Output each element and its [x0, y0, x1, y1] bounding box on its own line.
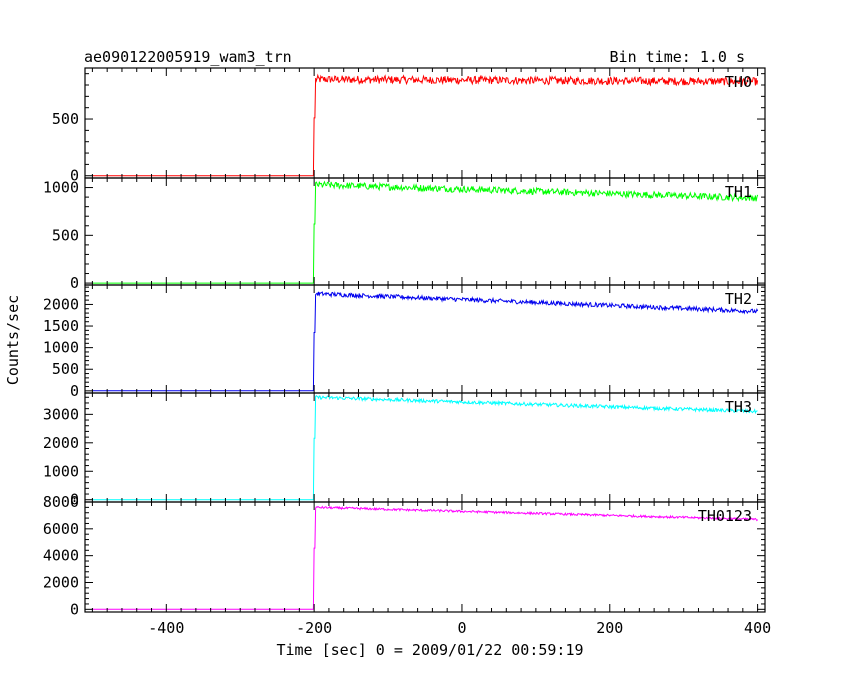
panel-th0: 0 500 TH0: [52, 67, 766, 185]
series-line-th3: [92, 394, 758, 501]
y-tick-label: 0: [70, 382, 79, 400]
series-label-th1: TH1: [725, 183, 752, 201]
x-tick-label: 200: [596, 619, 623, 637]
x-tick-label: 400: [744, 619, 771, 637]
y-tick-label: 1000: [43, 339, 79, 357]
panel-th2: 0 500 1000 1500 2000 TH2: [43, 284, 766, 400]
y-tick-label: 1000: [43, 462, 79, 480]
y-tick-label: 500: [52, 360, 79, 378]
series-label-th0: TH0: [725, 73, 752, 91]
y-tick-label: 500: [52, 226, 79, 244]
y-tick-label: 0: [70, 491, 79, 509]
y-tick-label: 1000: [43, 179, 79, 197]
y-axis-label: Counts/sec: [4, 295, 22, 385]
series-line-th1: [92, 180, 759, 284]
y-tick-label: 2000: [43, 434, 79, 452]
series-label-th2: TH2: [725, 290, 752, 308]
chart-title: ae090122005919_wam3_trn: [84, 48, 292, 66]
y-tick-label: 2000: [43, 295, 79, 313]
y-tick-label: 1500: [43, 317, 79, 335]
y-tick-label: 4000: [43, 547, 79, 565]
panel-th3: 0 1000 2000 3000 TH3: [43, 392, 766, 509]
y-tick-label: 0: [70, 600, 79, 618]
panel-th1: 0 500 1000 TH1: [43, 177, 766, 292]
series-label-th0123: TH0123: [698, 507, 752, 525]
y-tick-label: 0: [70, 274, 79, 292]
y-tick-label: 0: [70, 167, 79, 185]
y-tick-label: 3000: [43, 405, 79, 423]
x-tick-label: -400: [148, 619, 184, 637]
panel-frame: [84, 392, 766, 503]
y-tick-label: 2000: [43, 573, 79, 591]
panel-frame: [84, 67, 766, 179]
series-line-th2: [92, 291, 759, 392]
panel-th0123: 0 2000 4000 6000 8000 TH0123: [43, 493, 766, 618]
x-tick-label: 0: [457, 619, 466, 637]
y-tick-label: 8000: [43, 493, 79, 511]
bin-time-label: Bin time: 1.0 s: [610, 48, 745, 66]
y-tick-label: 6000: [43, 520, 79, 538]
x-tick-label: -200: [296, 619, 332, 637]
y-tick-label: 500: [52, 110, 79, 128]
panel-frame: [84, 284, 766, 394]
series-line-th0123: [92, 505, 758, 610]
panel-frame: [84, 177, 766, 286]
panel-frame: [84, 501, 766, 613]
series-label-th3: TH3: [725, 398, 752, 416]
x-axis-label: Time [sec] 0 = 2009/01/22 00:59:19: [276, 641, 583, 659]
series-line-th0: [92, 73, 759, 177]
